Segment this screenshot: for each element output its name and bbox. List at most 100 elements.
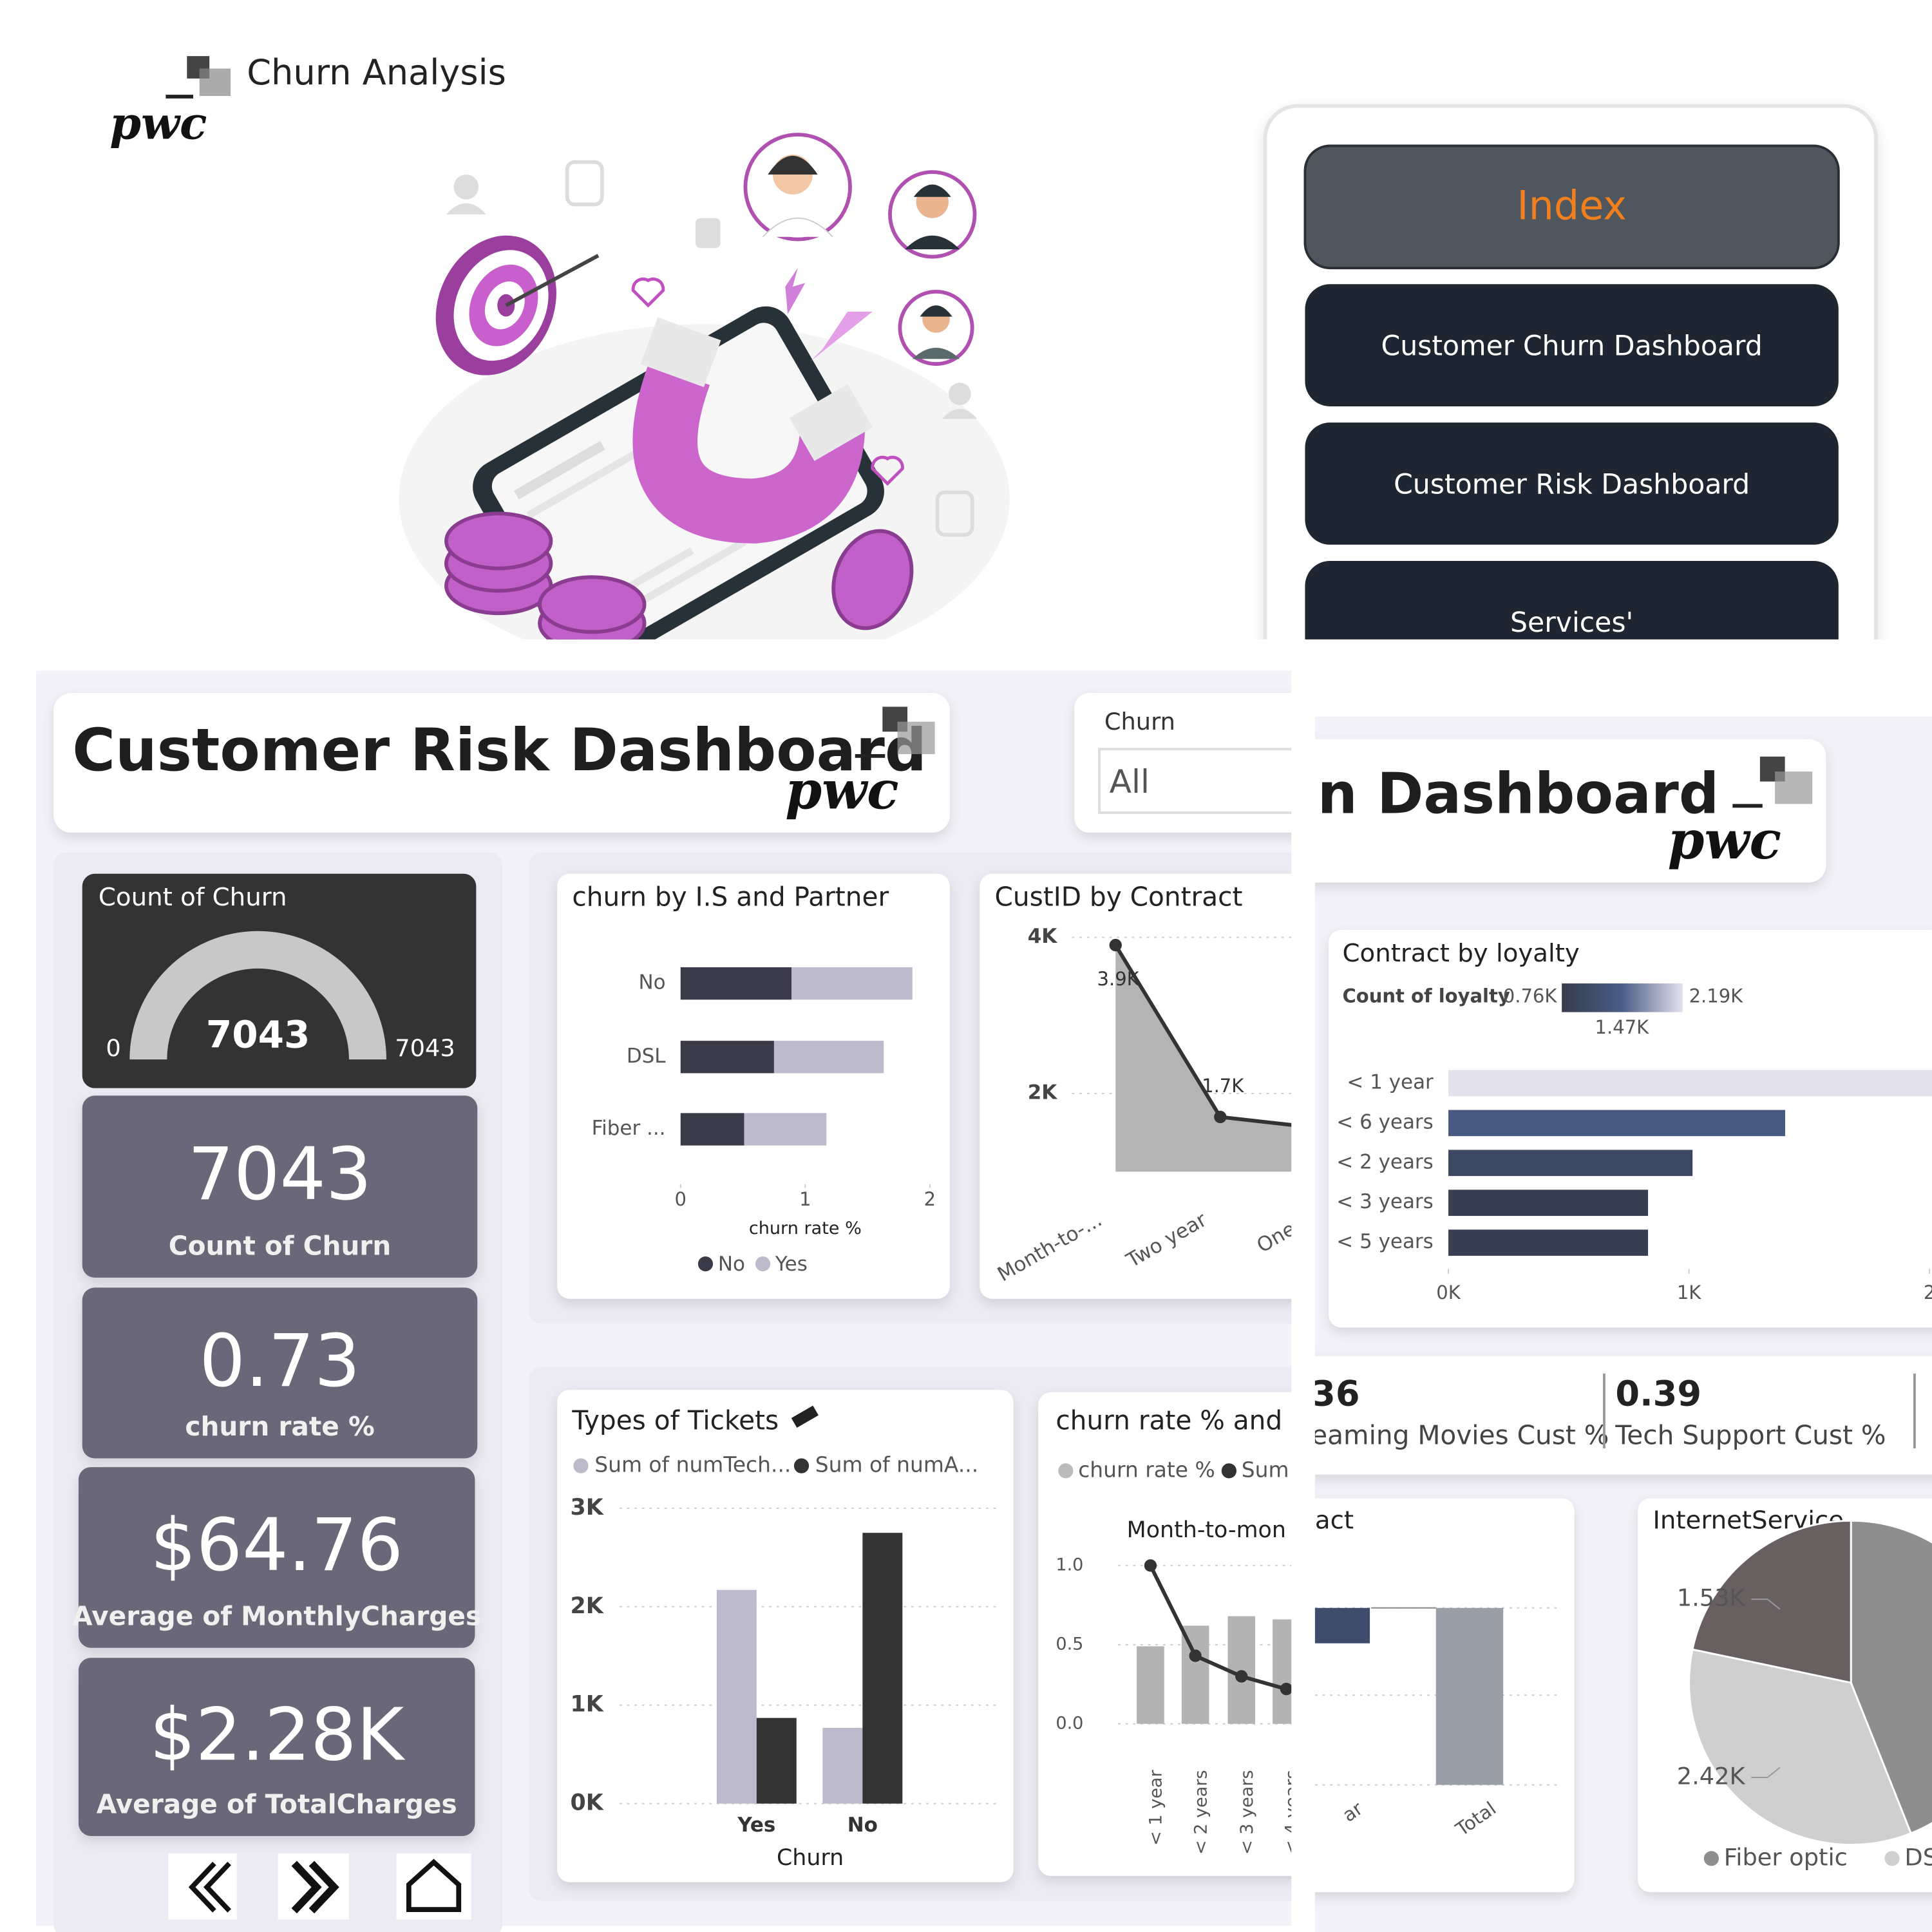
logo: pwc <box>1668 810 1781 871</box>
chart-title: Contract by loyalty <box>1343 939 1580 968</box>
nav-buttons <box>168 1853 471 1920</box>
x-axis-label: Churn <box>777 1845 844 1871</box>
legend-marker <box>1221 1463 1236 1479</box>
gauge-arc <box>129 931 386 1060</box>
title-card <box>1314 739 1826 883</box>
y-tick-label: < 1 year <box>1347 1070 1434 1094</box>
menu-button[interactable] <box>1305 284 1839 406</box>
legend-label: Yes <box>775 1253 808 1276</box>
y-tick-label: < 2 years <box>1336 1150 1434 1173</box>
bar <box>1273 1619 1292 1724</box>
bar <box>1448 1070 1932 1097</box>
logo: pwc <box>109 97 207 149</box>
chart-title: Types of Tickets <box>571 1405 779 1435</box>
legend-label: Fiber optic <box>1724 1843 1848 1871</box>
bar <box>1137 1646 1164 1724</box>
menu-item: Customer Churn Dashboard <box>1381 330 1762 363</box>
bar <box>1181 1625 1209 1724</box>
y-tick-label: 0.5 <box>1056 1634 1083 1654</box>
bar-segment <box>680 1113 744 1146</box>
x-tick-label: 1K <box>1677 1282 1701 1303</box>
kpi-strip <box>1314 1356 1932 1475</box>
legend-label: 0.76K <box>1503 985 1558 1007</box>
bar-segment <box>680 1041 774 1074</box>
bar <box>1448 1110 1785 1137</box>
legend-marker <box>1058 1463 1074 1479</box>
legend-marker <box>697 1256 714 1272</box>
kpi-label: Count of Churn <box>169 1230 391 1261</box>
kpi-value: 0.39 <box>1615 1373 1701 1414</box>
chart-title: CustID by Contract <box>995 881 1243 912</box>
point <box>1189 1649 1202 1662</box>
legend-label: churn rate % <box>1078 1457 1215 1482</box>
menu-button[interactable] <box>1305 422 1839 545</box>
y-tick-label: 0K <box>571 1790 605 1816</box>
y-tick-label: No <box>638 971 665 994</box>
x-tick-label: 2 <box>924 1188 936 1210</box>
point <box>1144 1559 1157 1572</box>
chart-title: churn rate % and c <box>1056 1405 1305 1435</box>
leader-line <box>1751 1598 1781 1610</box>
bar <box>1448 1150 1693 1177</box>
y-tick-label: DSL <box>627 1045 666 1068</box>
kpi-label: Tech Support Cust % <box>1615 1420 1886 1451</box>
filter-dropdown[interactable] <box>1098 748 1311 814</box>
bar <box>1448 1189 1649 1217</box>
legend-label: 1.47K <box>1595 1016 1650 1038</box>
pie-slice <box>1691 1519 1852 1684</box>
leader-line <box>1751 1766 1781 1778</box>
x-axis-label: churn rate % <box>749 1218 862 1238</box>
churn-dashboard: n Dashboard pwc Contract by loyalty 36 e… <box>1314 716 1932 1932</box>
color-scale <box>1562 983 1683 1012</box>
kpi-card <box>78 1467 475 1648</box>
data-label: 1.53K <box>1677 1584 1746 1612</box>
legend-label: Sum <box>1242 1457 1289 1482</box>
x-tick-label: 0K <box>1436 1282 1461 1303</box>
bar-segment <box>773 1041 884 1074</box>
legend-marker <box>755 1256 771 1272</box>
pie-slice <box>1688 1648 1913 1846</box>
filter-label: Churn <box>1104 708 1175 735</box>
line <box>1148 1564 1287 1691</box>
bar-segment <box>791 967 913 1000</box>
point <box>1235 1670 1248 1683</box>
kpi-card <box>82 1287 478 1459</box>
legend-marker <box>1884 1851 1900 1866</box>
data-label: 3.9K <box>1097 968 1140 990</box>
data-label: 2.42K <box>1677 1763 1746 1790</box>
illustration <box>399 133 1010 639</box>
bar-segment <box>744 1113 827 1146</box>
gauge-max: 7043 <box>395 1034 455 1062</box>
chart-card <box>1038 1392 1292 1876</box>
bar <box>1435 1607 1504 1785</box>
gauge-title: Count of Churn <box>99 883 287 912</box>
x-tick-label: < 4 years <box>1282 1770 1302 1855</box>
y-tick-label: < 5 years <box>1336 1230 1434 1253</box>
y-tick-label: 2K <box>1028 1081 1058 1104</box>
gauge-value: 7043 <box>206 1012 310 1056</box>
header: pwc Churn Analysis <box>109 52 506 150</box>
legend-label: Sum of numTech... <box>594 1452 791 1477</box>
y-tick-label: 2K <box>571 1593 605 1619</box>
index-title: Index <box>1517 182 1626 229</box>
menu-item: Services' <box>1510 607 1633 639</box>
area <box>1115 945 1292 1172</box>
x-tick-label: 2 <box>1924 1282 1932 1303</box>
legend-label: No <box>718 1253 745 1276</box>
bar <box>716 1589 757 1804</box>
y-tick-label: Fiber ... <box>592 1117 666 1140</box>
legend-marker <box>1703 1851 1719 1866</box>
chart-subtitle: Month-to-mon <box>1127 1517 1286 1543</box>
logo-mark <box>166 95 193 99</box>
kpi-label: Average of TotalCharges <box>97 1789 457 1820</box>
legend-label: Sum of numA... <box>815 1452 978 1477</box>
pie-slice <box>1850 1519 1932 1835</box>
y-tick-label: 3K <box>571 1495 605 1520</box>
filter-value: All <box>1110 762 1150 800</box>
data-label: 1.7K <box>1202 1075 1244 1097</box>
y-tick-label: < 3 years <box>1336 1190 1434 1213</box>
kpi-value: 0.73 <box>200 1320 361 1403</box>
menu-button[interactable] <box>1305 560 1839 683</box>
point <box>1109 938 1122 952</box>
